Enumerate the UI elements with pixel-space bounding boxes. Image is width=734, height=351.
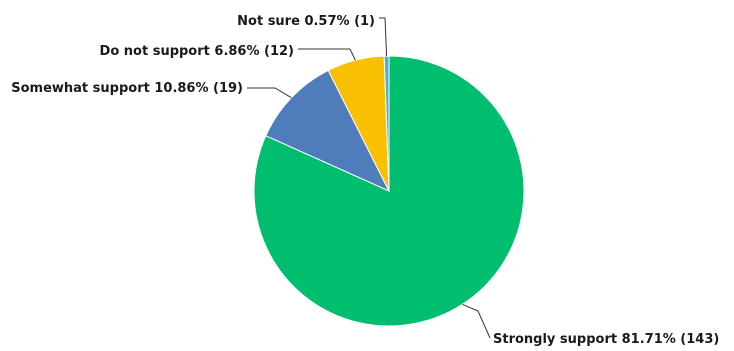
label-not-sure: Not sure 0.57% (1) [237,14,375,29]
leader-not-sure [379,17,388,57]
label-do-not-support: Do not support 6.86% (12) [100,44,294,59]
leader-somewhat-support [247,87,292,99]
pie-slices [253,55,525,327]
leader-strongly-support [462,303,491,339]
label-somewhat-support: Somewhat support 10.86% (19) [11,81,243,96]
slice-labels: Strongly support 81.71% (143) Somewhat s… [11,14,719,347]
leader-lines [247,17,491,339]
label-strongly-support: Strongly support 81.71% (143) [493,332,719,347]
leader-do-not-support [298,48,356,61]
